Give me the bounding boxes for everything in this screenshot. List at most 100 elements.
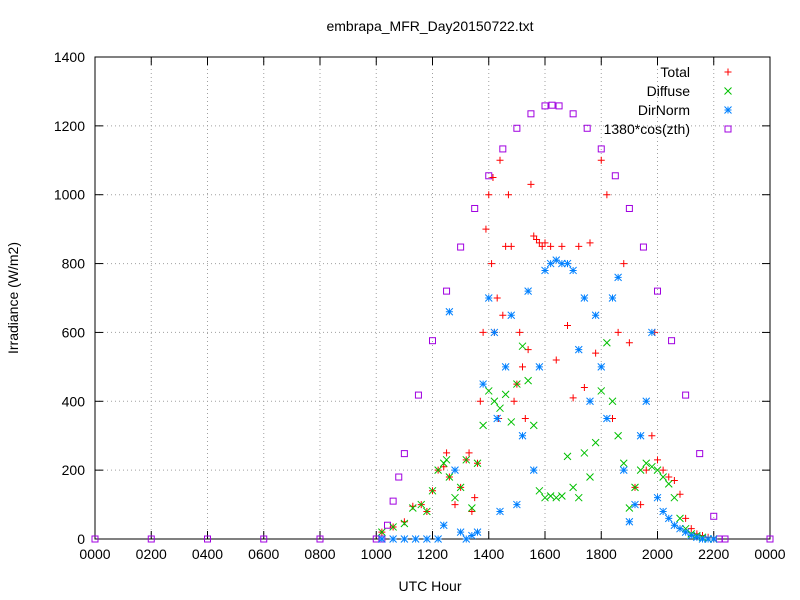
data-point bbox=[670, 493, 679, 502]
data-point bbox=[445, 307, 454, 316]
data-point bbox=[408, 504, 417, 512]
data-point bbox=[639, 243, 647, 251]
series-2 bbox=[378, 256, 718, 543]
data-point bbox=[429, 337, 436, 345]
data-point bbox=[501, 390, 510, 399]
data-point bbox=[569, 110, 577, 118]
data-point bbox=[653, 466, 662, 474]
legend-marker bbox=[724, 125, 732, 133]
data-point bbox=[493, 294, 501, 302]
x-tick-label: 0200 bbox=[136, 546, 167, 562]
x-tick-label: 0600 bbox=[248, 546, 279, 562]
data-point bbox=[670, 521, 679, 530]
data-point bbox=[434, 535, 442, 543]
data-point bbox=[682, 391, 690, 399]
data-point bbox=[654, 456, 661, 464]
data-point bbox=[636, 466, 645, 474]
data-point bbox=[204, 535, 211, 543]
data-point bbox=[445, 473, 454, 481]
data-point bbox=[569, 266, 577, 275]
data-point bbox=[608, 294, 617, 302]
data-point bbox=[465, 449, 473, 457]
data-point bbox=[482, 225, 490, 233]
data-point bbox=[527, 110, 535, 118]
data-point bbox=[516, 328, 524, 336]
data-point bbox=[507, 418, 516, 426]
x-tick-label: 1600 bbox=[529, 546, 560, 562]
data-point bbox=[586, 473, 594, 481]
data-point bbox=[518, 342, 527, 351]
y-tick-label: 600 bbox=[62, 324, 86, 340]
data-point bbox=[619, 466, 628, 474]
plot-axes: 0000 0200 0400 0600 0800 1000 1200 1400 1600 1800… bbox=[54, 49, 786, 562]
data-point bbox=[659, 473, 667, 481]
x-tick-label: 1000 bbox=[361, 546, 392, 562]
data-point bbox=[592, 349, 600, 357]
data-point bbox=[580, 384, 588, 392]
data-point bbox=[555, 102, 563, 110]
data-point bbox=[384, 521, 391, 529]
data-point bbox=[631, 500, 639, 509]
data-point bbox=[493, 414, 502, 423]
data-point bbox=[659, 466, 667, 474]
data-point bbox=[468, 507, 476, 515]
data-point bbox=[608, 397, 617, 406]
data-point bbox=[490, 397, 499, 406]
data-point bbox=[479, 421, 487, 430]
data-point bbox=[575, 242, 583, 250]
data-point bbox=[378, 535, 386, 543]
data-point bbox=[583, 124, 591, 132]
data-point bbox=[603, 191, 611, 199]
data-point bbox=[696, 450, 704, 458]
data-point bbox=[597, 145, 605, 153]
data-point bbox=[563, 452, 572, 461]
data-point bbox=[642, 459, 651, 468]
data-point bbox=[721, 535, 729, 543]
data-point bbox=[434, 466, 442, 474]
legend-label: Total bbox=[660, 64, 690, 80]
data-point bbox=[485, 191, 493, 199]
x-tick-label: 1800 bbox=[586, 546, 617, 562]
data-point bbox=[597, 156, 605, 164]
data-point bbox=[682, 514, 690, 522]
data-point bbox=[548, 101, 556, 109]
data-point bbox=[443, 449, 451, 457]
data-point bbox=[316, 535, 324, 543]
data-point bbox=[389, 523, 397, 531]
data-point bbox=[473, 459, 482, 468]
data-point bbox=[471, 494, 479, 502]
y-tick-label: 1000 bbox=[54, 187, 85, 203]
x-axis-label: UTC Hour bbox=[398, 578, 461, 594]
data-point bbox=[648, 432, 656, 440]
data-series bbox=[91, 101, 774, 543]
data-point bbox=[443, 287, 451, 295]
data-point bbox=[614, 273, 622, 282]
legend-marker bbox=[724, 68, 732, 76]
data-point bbox=[507, 242, 515, 250]
data-point bbox=[462, 455, 471, 464]
data-point bbox=[468, 504, 476, 512]
data-point bbox=[479, 328, 487, 336]
data-point bbox=[653, 493, 662, 502]
data-point bbox=[400, 518, 408, 526]
legend-label: 1380*cos(zth) bbox=[604, 121, 690, 137]
data-point bbox=[513, 380, 521, 388]
data-point bbox=[681, 528, 690, 536]
data-point bbox=[766, 535, 774, 543]
data-point bbox=[484, 294, 493, 302]
data-point bbox=[527, 180, 535, 188]
data-point bbox=[664, 514, 673, 523]
y-tick-label: 1400 bbox=[54, 49, 85, 65]
data-point bbox=[485, 172, 493, 180]
data-point bbox=[625, 204, 633, 212]
data-point bbox=[541, 266, 549, 275]
data-point bbox=[648, 328, 656, 337]
data-point bbox=[631, 483, 639, 492]
data-point bbox=[518, 431, 527, 440]
data-point bbox=[654, 287, 661, 295]
data-point bbox=[541, 239, 549, 247]
data-point bbox=[704, 535, 712, 543]
x-tick-label: 1200 bbox=[417, 546, 448, 562]
data-point bbox=[521, 415, 529, 422]
series-3 bbox=[91, 101, 774, 543]
